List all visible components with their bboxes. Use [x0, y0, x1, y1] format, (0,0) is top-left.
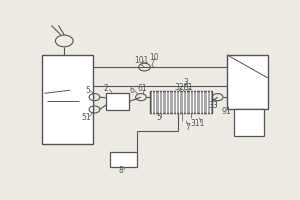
Bar [110, 152, 137, 167]
Bar [234, 109, 264, 136]
Bar [106, 93, 129, 110]
Text: 5: 5 [156, 113, 161, 122]
Text: 8: 8 [119, 166, 124, 175]
Text: 5: 5 [85, 86, 90, 95]
Text: 311: 311 [191, 119, 205, 128]
Text: 61: 61 [137, 84, 147, 93]
Text: 2: 2 [104, 84, 109, 93]
Bar [150, 91, 212, 113]
Text: 32: 32 [175, 83, 184, 92]
Text: 91: 91 [221, 107, 231, 116]
Text: 51: 51 [82, 113, 91, 122]
Text: 101: 101 [134, 56, 148, 65]
Text: 7: 7 [185, 123, 190, 132]
Bar [227, 55, 268, 109]
Text: 31: 31 [184, 83, 194, 92]
Bar [42, 55, 93, 144]
Text: 33: 33 [209, 101, 219, 110]
Text: 10: 10 [149, 53, 159, 62]
Text: 6: 6 [129, 86, 134, 95]
Text: 3: 3 [184, 78, 189, 87]
